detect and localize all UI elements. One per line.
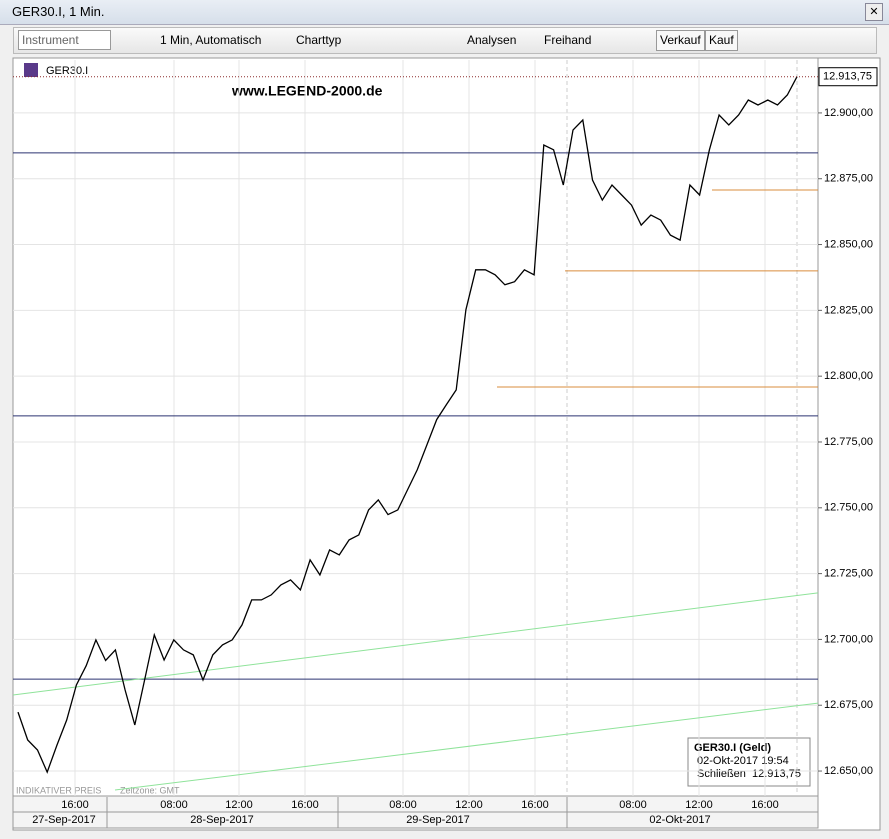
verkauf-button[interactable]: Verkauf <box>656 30 705 51</box>
time-label: 16:00 <box>291 799 319 811</box>
info-value: 12.913,75 <box>752 768 801 780</box>
date-label: 02-Okt-2017 <box>649 814 710 826</box>
trend-line <box>12 592 819 696</box>
info-box <box>687 737 811 787</box>
chart-frame <box>12 57 881 831</box>
y-tick-label: 12.850,00 <box>824 238 873 250</box>
close-button[interactable]: ✕ <box>865 3 883 21</box>
y-tick-label: 12.800,00 <box>824 370 873 382</box>
kauf-button[interactable]: Kauf <box>705 30 738 51</box>
time-label: 08:00 <box>619 799 647 811</box>
y-tick-label: 12.775,00 <box>824 436 873 448</box>
info-title: GER30.I (Geld) <box>694 742 771 754</box>
last-price-box <box>818 67 878 87</box>
time-label: 16:00 <box>61 799 89 811</box>
y-tick-label: 12.875,00 <box>824 173 873 185</box>
y-tick-label: 12.700,00 <box>824 633 873 645</box>
y-tick-label: 12.650,00 <box>824 765 873 777</box>
info-label: Schließen <box>697 768 746 780</box>
footer-note: INDIKATIVER PREIS <box>16 785 101 795</box>
freihand-menu[interactable]: Freihand <box>544 33 592 47</box>
y-tick-label: 12.725,00 <box>824 568 873 580</box>
toolbar: Instrument 1 Min, Automatisch Charttyp A… <box>13 27 877 54</box>
charttyp-menu[interactable]: Charttyp <box>296 33 342 47</box>
info-datetime: 02-Okt-2017 19:54 <box>697 755 789 767</box>
trend-line <box>114 702 819 791</box>
time-label: 08:00 <box>160 799 188 811</box>
y-tick-label: 12.825,00 <box>824 304 873 316</box>
time-label: 08:00 <box>389 799 417 811</box>
time-label: 12:00 <box>685 799 713 811</box>
symbol-icon <box>24 63 38 77</box>
time-label: 12:00 <box>225 799 253 811</box>
watermark: www.LEGEND-2000.de <box>231 83 383 99</box>
date-label: 28-Sep-2017 <box>190 814 254 826</box>
date-label: 27-Sep-2017 <box>32 814 96 826</box>
price-line <box>17 76 798 774</box>
time-label: 16:00 <box>751 799 779 811</box>
y-tick-label: 12.750,00 <box>824 502 873 514</box>
analysen-menu[interactable]: Analysen <box>467 33 517 47</box>
window-title: GER30.I, 1 Min. <box>12 4 105 19</box>
date-label: 29-Sep-2017 <box>406 814 470 826</box>
timezone-note: Zeitzone: GMT <box>120 785 180 795</box>
interval-menu[interactable]: 1 Min, Automatisch <box>160 33 262 47</box>
last-price-label: 12.913,75 <box>823 71 872 83</box>
time-label: 16:00 <box>521 799 549 811</box>
title-bar: GER30.I, 1 Min. ✕ <box>0 0 889 25</box>
symbol-label: GER30.I <box>46 65 88 77</box>
instrument-field[interactable]: Instrument <box>18 30 111 50</box>
time-label: 12:00 <box>455 799 483 811</box>
y-tick-label: 12.900,00 <box>824 107 873 119</box>
y-tick-label: 12.675,00 <box>824 699 873 711</box>
